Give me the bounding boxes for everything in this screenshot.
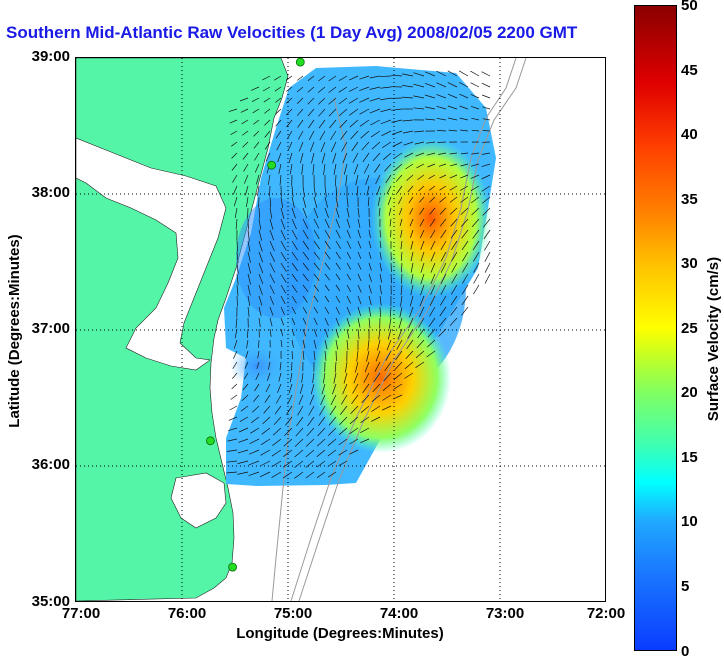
colorbar-tick: 45 (681, 63, 711, 79)
velocity-map (76, 58, 605, 601)
station-marker (206, 437, 214, 445)
station-marker (229, 563, 237, 571)
colorbar-tick: 35 (681, 192, 711, 208)
map-plot-area (75, 57, 606, 602)
colorbar-tick: 0 (681, 644, 711, 660)
x-tick-label: 76:00 (157, 606, 217, 622)
x-tick-label: 77:00 (51, 606, 111, 622)
y-tick-label: 38:00 (2, 185, 70, 201)
y-axis-label: Latitude (Degrees:Minutes) (6, 206, 24, 456)
y-tick-label: 39:00 (2, 49, 70, 65)
x-tick-label: 73:00 (475, 606, 535, 622)
colorbar (634, 5, 677, 651)
y-tick-label: 36:00 (2, 457, 70, 473)
colorbar-label: Surface Velocity (cm/s) (705, 219, 723, 459)
colorbar-tick: 40 (681, 127, 711, 143)
x-tick-label: 72:00 (576, 606, 636, 622)
x-tick-label: 75:00 (263, 606, 323, 622)
x-axis-label: Longitude (Degrees:Minutes) (190, 625, 490, 643)
map-title: Southern Mid-Atlantic Raw Velocities (1 … (6, 22, 606, 44)
colorbar-tick: 5 (681, 579, 711, 595)
x-tick-label: 74:00 (369, 606, 429, 622)
colorbar-tick: 50 (681, 0, 711, 14)
colorbar-tick: 10 (681, 514, 711, 530)
station-marker (268, 161, 276, 169)
station-marker (296, 58, 304, 66)
